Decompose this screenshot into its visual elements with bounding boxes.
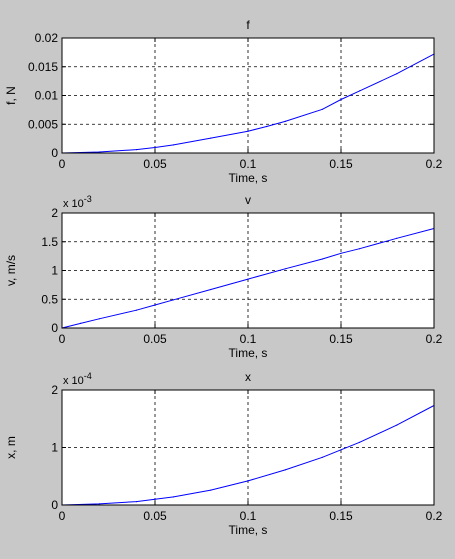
data-point: [98, 151, 100, 153]
y-tick-label: 0.005: [28, 117, 58, 131]
x-tick-label: 0.2: [426, 332, 443, 346]
exponent-power: -4: [84, 371, 92, 381]
data-point: [80, 322, 82, 324]
series-line: [61, 53, 435, 154]
x-tick-label: 0.1: [240, 509, 257, 523]
data-point: [173, 144, 175, 146]
axis-exponent-label: x 10-3: [63, 194, 92, 210]
x-tick-label: 0.1: [240, 332, 257, 346]
y-tick-label: 1.5: [41, 235, 58, 249]
y-tick-label: 0.5: [41, 292, 58, 306]
subplot-f: 0 0.05 0.1 0.15 0.2 0 0.005 0.01 0.015 0.02 f Time,…: [4, 18, 443, 185]
x-tick-label: 0: [59, 332, 66, 346]
data-point: [154, 304, 156, 306]
y-tick-label: 0.02: [35, 31, 59, 45]
chart-title: v: [245, 193, 251, 207]
data-point: [284, 268, 286, 270]
y-tick-label: 0: [51, 321, 58, 335]
data-point: [396, 424, 398, 426]
y-tick-label: 1: [51, 441, 58, 455]
data-point: [154, 146, 156, 149]
data-point: [284, 120, 286, 122]
x-tick-label: 0.2: [426, 157, 443, 171]
exponent-base: x 10: [63, 198, 84, 210]
y-axis-label: x, m: [4, 436, 18, 459]
data-point: [359, 441, 361, 443]
data-point: [340, 98, 342, 101]
y-tick-label: 0: [51, 146, 58, 160]
data-point: [321, 108, 323, 110]
x-tick-label: 0.05: [143, 157, 167, 171]
x-axis-label: Time, s: [229, 346, 268, 360]
y-tick-label: 0: [51, 498, 58, 512]
data-point: [247, 480, 249, 482]
x-tick-label: 0.2: [426, 509, 443, 523]
series-line: [61, 228, 435, 329]
y-axis-label: v, m/s: [4, 255, 18, 286]
data-point: [173, 496, 175, 498]
y-tick-label: 0.01: [35, 89, 59, 103]
y-tick-label: 2: [51, 383, 58, 397]
x-tick-label: 0.15: [329, 332, 353, 346]
data-point: [359, 90, 361, 92]
data-point: [135, 501, 137, 503]
subplot-x: 0 0.05 0.1 0.15 0.2 0 1 2 x Time, s x, m x 10-4: [4, 370, 443, 537]
data-point: [173, 299, 175, 301]
y-tick-label: 0.015: [28, 60, 58, 74]
data-point: [340, 449, 342, 451]
data-point: [321, 456, 323, 458]
exponent-power: -3: [84, 194, 92, 204]
x-axis-label: Time, s: [229, 523, 268, 537]
data-point: [247, 130, 249, 132]
data-point: [396, 237, 398, 239]
y-tick-label: 2: [51, 206, 58, 220]
data-point: [284, 469, 286, 471]
chart-title: x: [245, 370, 251, 384]
data-point: [321, 258, 323, 260]
data-point: [135, 309, 137, 311]
y-tick-label: 1: [51, 264, 58, 278]
data-point: [154, 498, 156, 500]
exponent-base: x 10: [63, 375, 84, 387]
chart-title: f: [246, 18, 250, 32]
data-point: [247, 278, 249, 280]
data-point: [98, 503, 100, 505]
x-tick-label: 0.1: [240, 157, 257, 171]
y-axis-label: f, N: [4, 86, 18, 105]
data-point: [340, 252, 342, 254]
subplot-v: 0 0.05 0.1 0.15 0.2 0 0.5 1 1.5 2 v Time, s v, m/s x …: [4, 193, 443, 360]
x-tick-label: 0.15: [329, 157, 353, 171]
x-tick-label: 0: [59, 157, 66, 171]
x-axis-label: Time, s: [229, 171, 268, 185]
data-point: [98, 318, 100, 320]
x-tick-label: 0.05: [143, 332, 167, 346]
x-tick-label: 0.15: [329, 509, 353, 523]
data-point: [210, 288, 212, 291]
data-point: [135, 149, 137, 151]
data-point: [210, 489, 212, 491]
axis-exponent-label: x 10-4: [63, 371, 92, 387]
data-point: [359, 248, 361, 250]
data-point: [396, 73, 398, 75]
data-point: [266, 125, 268, 128]
data-point: [210, 137, 212, 139]
x-tick-label: 0.05: [143, 509, 167, 523]
x-tick-label: 0: [59, 509, 66, 523]
